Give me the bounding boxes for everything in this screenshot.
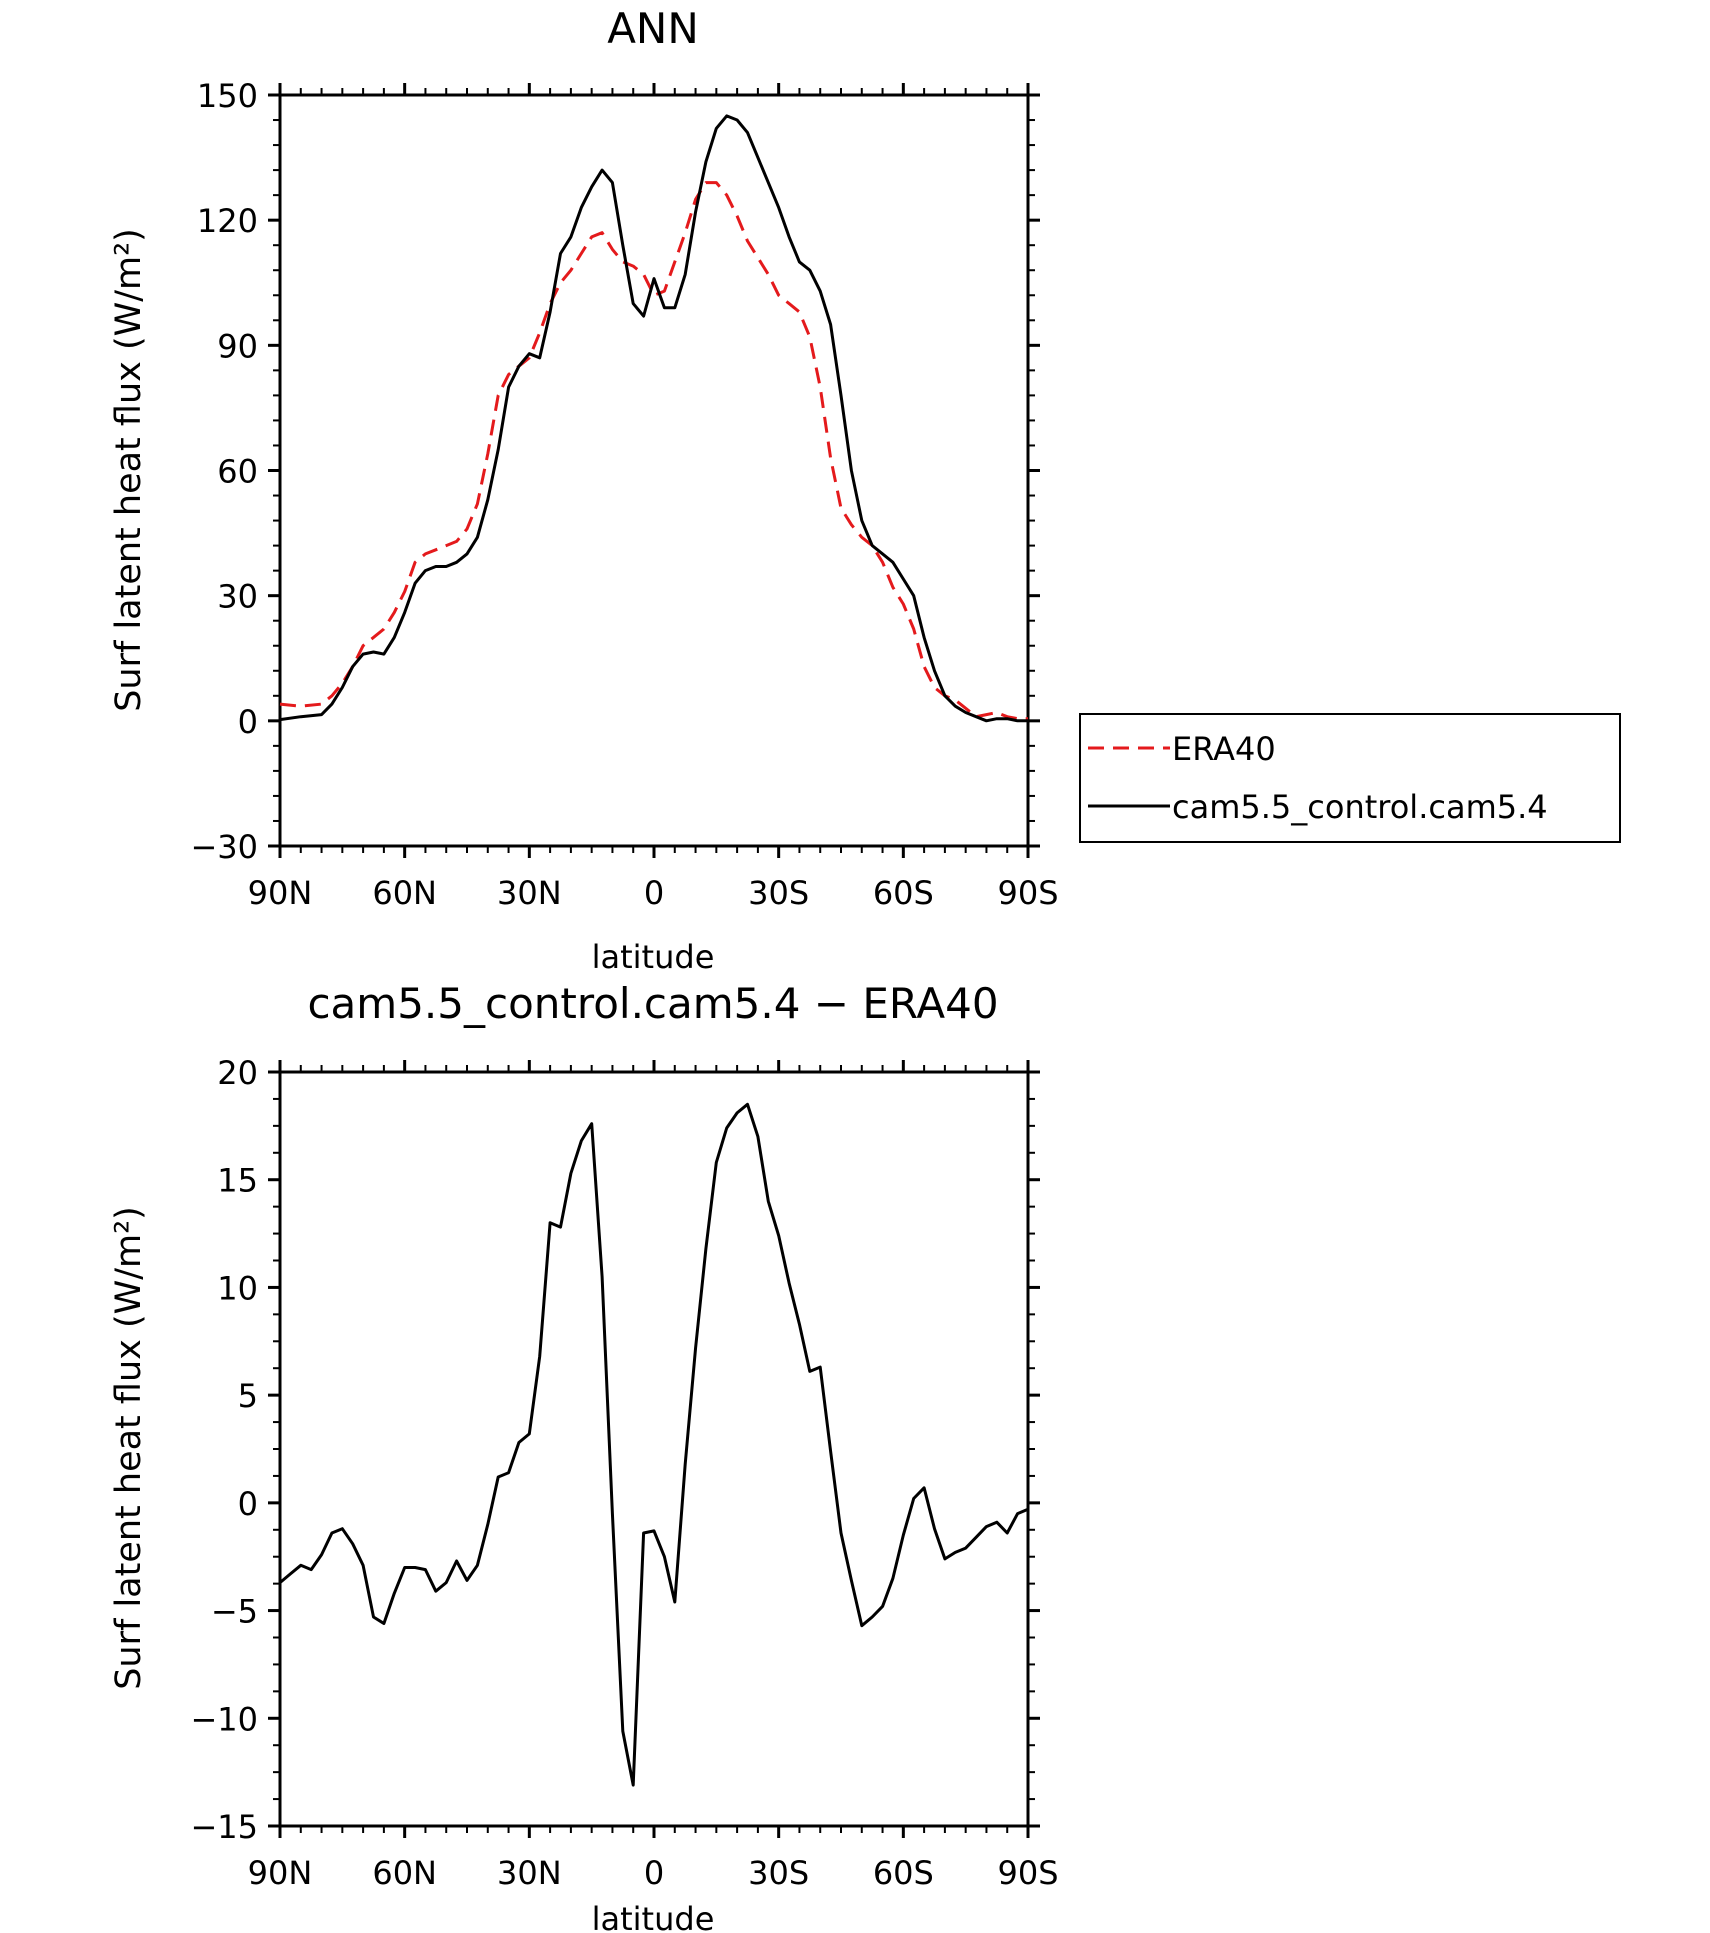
legend-label-cam: cam5.5_control.cam5.4 [1172, 788, 1548, 826]
x-tick-label: 90S [997, 1854, 1058, 1892]
x-axis-label-top: latitude [592, 938, 715, 976]
legend: ERA40 cam5.5_control.cam5.4 [1079, 713, 1621, 843]
y-tick-label: 150 [197, 77, 258, 115]
x-tick-labels-bottom: 90N 60N 30N 0 30S 60S 90S [248, 1854, 1059, 1892]
x-tick-label: 0 [644, 1854, 664, 1892]
y-tick-label: 10 [217, 1269, 258, 1307]
y-tick-label: 15 [217, 1162, 258, 1200]
series-line-top-0 [279, 181, 1028, 721]
y-tick-label: −10 [190, 1700, 258, 1738]
series-layer-bottom [279, 1102, 1029, 1787]
axis-ticks-top [268, 83, 1040, 858]
legend-label-era40: ERA40 [1172, 730, 1276, 768]
y-tick-labels-bottom: −15 −10 −5 0 5 10 15 20 [190, 1054, 258, 1846]
x-axis-label-bottom: latitude [592, 1900, 715, 1933]
y-tick-label: 20 [217, 1054, 258, 1092]
axis-ticks-bottom [268, 1060, 1040, 1838]
x-tick-label: 0 [644, 874, 664, 912]
x-tick-label: 30N [497, 1854, 562, 1892]
y-tick-label: 30 [217, 578, 258, 616]
x-tick-labels-top: 90N 60N 30N 0 30S 60S 90S [248, 874, 1059, 912]
plot-frame-top [278, 93, 1030, 848]
chart-title-top: ANN [607, 4, 699, 53]
x-tick-label: 60S [873, 874, 934, 912]
y-tick-label: −15 [190, 1808, 258, 1846]
legend-box [1079, 713, 1621, 843]
series-line-bottom-0 [279, 1102, 1029, 1787]
y-axis-label-top: Surf latent heat flux (W/m²) [109, 228, 149, 712]
x-tick-label: 30S [748, 1854, 809, 1892]
x-tick-label: 60N [372, 874, 437, 912]
y-tick-label: 60 [217, 453, 258, 491]
y-tick-label: −30 [190, 828, 258, 866]
plot-frame-bottom [278, 1070, 1030, 1828]
y-tick-label: 0 [238, 1485, 258, 1523]
x-tick-label: 90N [248, 874, 313, 912]
x-tick-label: 90S [997, 874, 1058, 912]
x-tick-label: 30N [497, 874, 562, 912]
x-tick-label: 60N [372, 1854, 437, 1892]
y-tick-label: −5 [211, 1593, 258, 1631]
y-tick-label: 5 [238, 1377, 258, 1415]
y-tick-label: 120 [197, 202, 258, 240]
y-tick-labels-top: −30 0 30 60 90 120 150 [190, 77, 258, 866]
y-tick-label: 90 [217, 327, 258, 365]
series-layer-top [279, 114, 1028, 723]
x-tick-label: 30S [748, 874, 809, 912]
chart-panel-top: ANN −30 0 30 60 90 120 150 90N 60N 30N 0 30S 60S 90S… [109, 4, 1621, 976]
chart-panel-bottom: cam5.5_control.cam5.4 − ERA40 −15 −10 −5 0 5… [109, 979, 1059, 1933]
y-axis-label-bottom: Surf latent heat flux (W/m²) [109, 1206, 149, 1690]
chart-title-bottom: cam5.5_control.cam5.4 − ERA40 [307, 979, 998, 1028]
x-tick-label: 90N [248, 1854, 313, 1892]
y-tick-label: 0 [238, 703, 258, 741]
x-tick-label: 60S [873, 1854, 934, 1892]
series-line-top-1 [279, 114, 1028, 723]
